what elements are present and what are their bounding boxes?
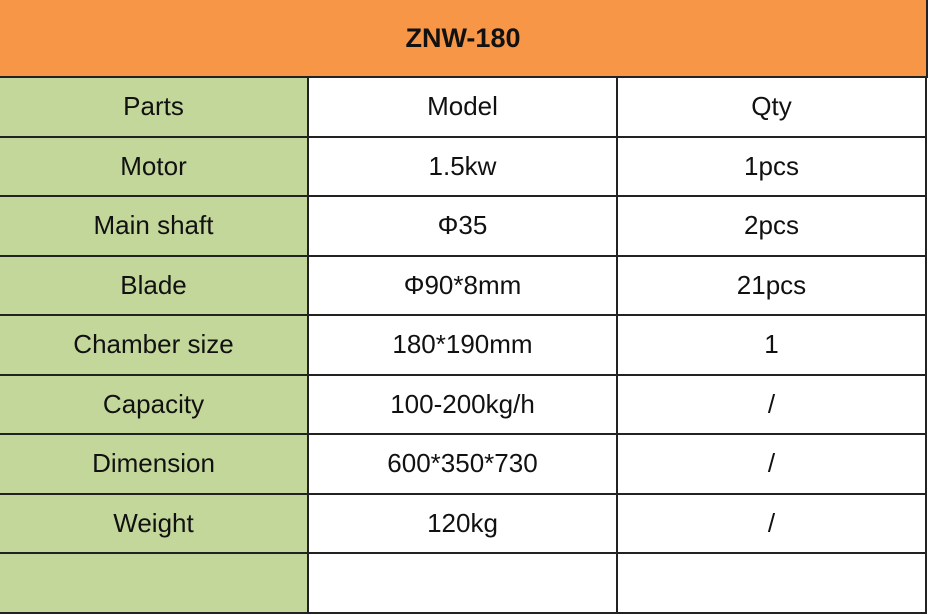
model-cell: Φ90*8mm [307,254,618,316]
table-row: Main shaft Φ35 2pcs [0,195,927,257]
table-row-partial [0,552,927,614]
parts-cell: Dimension [0,433,309,495]
table-row: Weight 120kg / [0,492,927,554]
parts-cell [0,552,309,614]
model-cell: Model [307,78,618,138]
model-cell: 1.5kw [307,135,618,197]
parts-cell: Blade [0,254,309,316]
table-row: Chamber size 180*190mm 1 [0,314,927,376]
parts-cell: Main shaft [0,195,309,257]
qty-cell: 1 [616,314,927,376]
qty-cell: 2pcs [616,195,927,257]
qty-cell: / [616,433,927,495]
parts-cell: Weight [0,492,309,554]
table-title: ZNW-180 [0,0,928,78]
qty-cell: 21pcs [616,254,927,316]
model-cell: 100-200kg/h [307,373,618,435]
model-cell: 120kg [307,492,618,554]
table-row: Capacity 100-200kg/h / [0,373,927,435]
parts-cell: Parts [0,78,309,138]
table-row: Blade Φ90*8mm 21pcs [0,254,927,316]
qty-cell: / [616,492,927,554]
model-cell: Φ35 [307,195,618,257]
qty-cell: / [616,373,927,435]
parts-cell: Chamber size [0,314,309,376]
model-cell: 180*190mm [307,314,618,376]
model-cell [307,552,618,614]
table-row: Motor 1.5kw 1pcs [0,135,927,197]
qty-cell [616,552,927,614]
qty-cell: Qty [616,78,927,138]
model-cell: 600*350*730 [307,433,618,495]
spec-table: Parts Model Qty Motor 1.5kw 1pcs Main shaft Φ35… [0,78,927,614]
parts-cell: Motor [0,135,309,197]
table-row: Dimension 600*350*730/ [0,433,927,495]
header-row: Parts Model Qty [0,78,927,138]
qty-cell: 1pcs [616,135,927,197]
parts-cell: Capacity [0,373,309,435]
